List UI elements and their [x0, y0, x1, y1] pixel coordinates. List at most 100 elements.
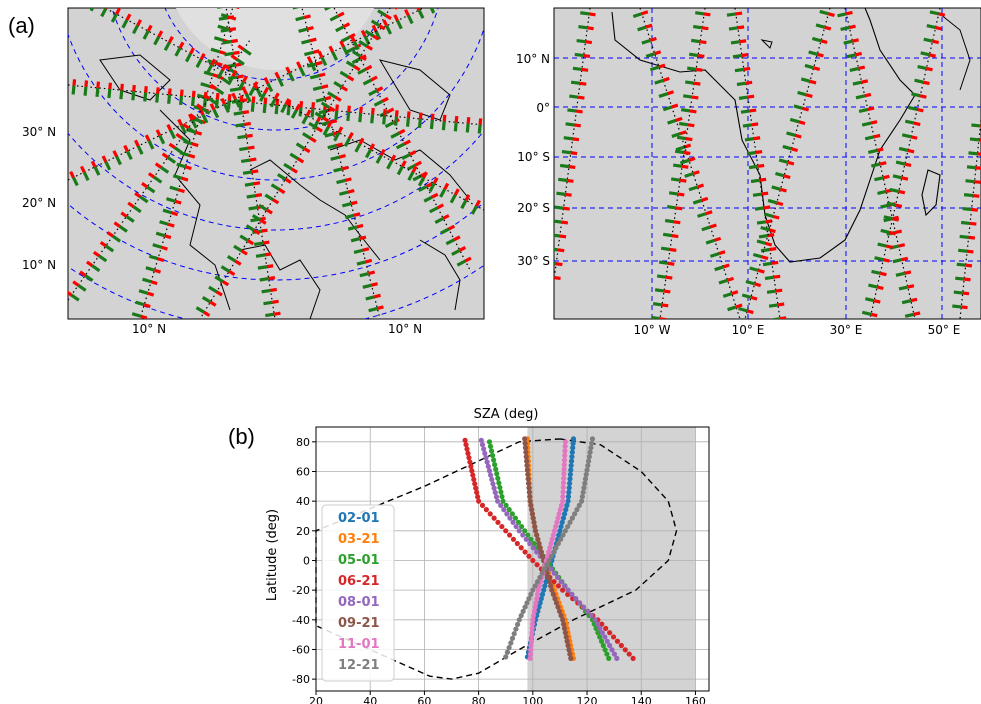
red-tick	[108, 82, 113, 90]
data-point	[531, 519, 537, 525]
red-tick	[191, 142, 199, 148]
data-point	[558, 612, 564, 619]
data-point	[532, 604, 538, 610]
red-tick	[157, 257, 165, 263]
green-tick	[971, 123, 981, 128]
data-point	[503, 528, 509, 534]
green-tick	[401, 153, 411, 161]
red-tick	[773, 274, 781, 279]
red-tick	[422, 171, 428, 179]
green-tick	[460, 199, 468, 210]
green-tick	[762, 261, 773, 267]
green-tick	[184, 52, 193, 63]
data-point	[562, 443, 568, 449]
green-tick	[804, 63, 815, 70]
green-tick	[215, 87, 225, 96]
green-tick	[692, 24, 703, 30]
red-tick	[134, 191, 142, 199]
red-tick	[328, 106, 336, 113]
red-tick	[816, 52, 824, 58]
red-tick	[777, 302, 785, 307]
right-lat-label: 0°	[536, 101, 550, 115]
red-tick	[873, 299, 881, 304]
green-tick	[217, 8, 224, 9]
green-tick	[956, 262, 966, 267]
data-point	[604, 638, 610, 644]
data-point	[587, 449, 593, 455]
green-tick	[142, 277, 152, 284]
green-tick	[276, 173, 287, 181]
green-tick	[718, 278, 729, 285]
green-tick	[226, 255, 237, 263]
data-point	[491, 515, 497, 521]
data-point	[602, 647, 608, 653]
red-tick	[566, 178, 574, 183]
green-tick	[554, 233, 561, 238]
green-tick	[220, 28, 230, 33]
data-point	[498, 489, 504, 495]
red-tick	[780, 187, 787, 193]
red-tick	[858, 65, 866, 71]
data-point	[566, 489, 572, 495]
green-tick	[760, 247, 771, 253]
green-tick	[771, 185, 781, 191]
red-tick	[337, 11, 345, 18]
red-tick	[692, 170, 700, 176]
green-tick	[874, 256, 884, 262]
data-point	[504, 649, 511, 655]
data-point	[567, 519, 573, 525]
green-tick	[953, 290, 963, 295]
red-tick	[120, 83, 124, 91]
data-point	[464, 446, 470, 452]
red-tick	[210, 58, 217, 66]
data-point	[565, 587, 571, 593]
green-tick	[155, 231, 166, 238]
data-point	[607, 642, 613, 649]
data-point	[541, 566, 548, 572]
green-tick	[417, 185, 428, 192]
green-tick	[684, 80, 695, 85]
data-point	[531, 608, 537, 614]
green-tick	[280, 103, 288, 114]
red-tick	[242, 87, 248, 95]
data-point	[603, 625, 609, 631]
red-tick	[898, 243, 906, 248]
data-point	[486, 439, 493, 445]
green-tick	[136, 145, 144, 155]
green-tick	[877, 189, 887, 195]
red-tick	[333, 2, 339, 5]
data-point	[508, 640, 514, 646]
green-tick	[139, 195, 149, 204]
red-tick	[234, 259, 242, 266]
red-tick	[443, 182, 450, 190]
data-point	[488, 448, 495, 454]
right-map-lat-labels: 10° N 0° 10° S 20° S 30° S	[516, 52, 550, 268]
green-tick	[662, 232, 673, 238]
data-point	[491, 485, 497, 491]
data-point	[564, 638, 570, 644]
data-point	[541, 587, 547, 593]
data-point	[487, 443, 494, 449]
green-tick	[960, 220, 971, 226]
data-point	[558, 523, 564, 530]
red-tick	[347, 75, 355, 82]
green-tick	[216, 69, 224, 80]
red-tick	[791, 147, 799, 153]
data-point	[556, 532, 562, 538]
green-tick	[346, 111, 351, 122]
red-tick	[561, 220, 569, 225]
red-tick	[907, 284, 915, 289]
green-tick	[637, 25, 647, 32]
green-tick	[456, 259, 467, 267]
green-tick	[200, 82, 210, 88]
green-tick	[239, 146, 249, 152]
red-tick	[787, 160, 795, 166]
latitude-circle	[68, 26, 484, 181]
data-point	[551, 570, 557, 576]
red-tick	[366, 44, 374, 51]
red-tick	[150, 280, 158, 286]
red-tick	[579, 81, 587, 86]
green-tick	[220, 265, 230, 273]
red-tick	[326, 120, 333, 128]
red-tick	[233, 50, 240, 55]
